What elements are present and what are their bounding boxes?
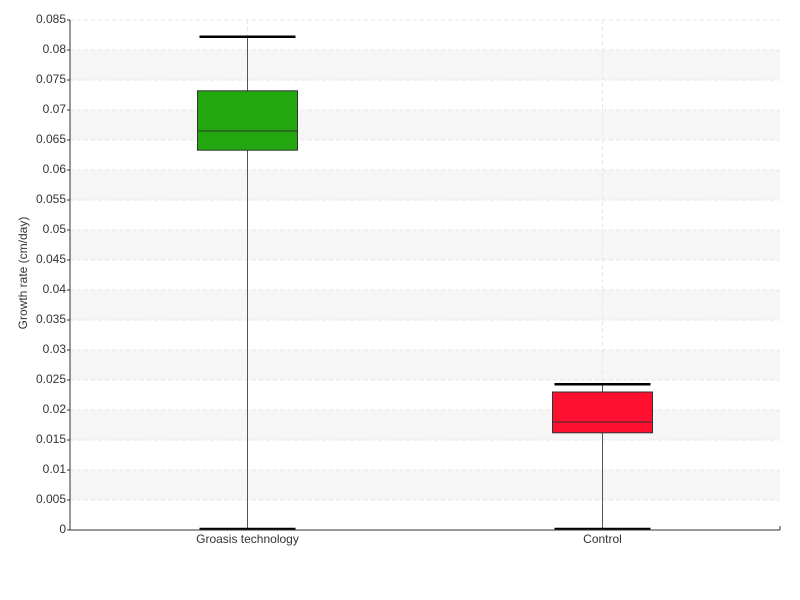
y-tick-label: 0.005 bbox=[36, 492, 66, 506]
x-tick-label: Control bbox=[583, 532, 622, 546]
y-tick-label: 0.025 bbox=[36, 372, 66, 386]
band bbox=[70, 50, 780, 80]
y-tick-label: 0.02 bbox=[43, 402, 67, 416]
band bbox=[70, 230, 780, 260]
y-tick-label: 0.08 bbox=[43, 42, 67, 56]
y-tick-label: 0.075 bbox=[36, 72, 66, 86]
y-tick-label: 0.065 bbox=[36, 132, 66, 146]
y-tick-label: 0.055 bbox=[36, 192, 66, 206]
y-axis-label: Growth rate (cm/day) bbox=[16, 217, 30, 330]
band bbox=[70, 290, 780, 320]
y-tick-label: 0.06 bbox=[43, 162, 67, 176]
y-tick-label: 0.07 bbox=[43, 102, 67, 116]
y-tick-label: 0.015 bbox=[36, 432, 66, 446]
band bbox=[70, 410, 780, 440]
band bbox=[70, 350, 780, 380]
box bbox=[197, 90, 298, 151]
y-tick-label: 0.05 bbox=[43, 222, 67, 236]
y-tick-label: 0.035 bbox=[36, 312, 66, 326]
box bbox=[552, 391, 653, 434]
band bbox=[70, 110, 780, 140]
band bbox=[70, 170, 780, 200]
y-tick-label: 0 bbox=[59, 522, 66, 536]
y-tick-label: 0.04 bbox=[43, 282, 67, 296]
y-tick-label: 0.045 bbox=[36, 252, 66, 266]
y-tick-label: 0.03 bbox=[43, 342, 67, 356]
x-tick-label: Groasis technology bbox=[196, 532, 299, 546]
band bbox=[70, 470, 780, 500]
y-tick-label: 0.085 bbox=[36, 12, 66, 26]
y-tick-label: 0.01 bbox=[43, 462, 67, 476]
